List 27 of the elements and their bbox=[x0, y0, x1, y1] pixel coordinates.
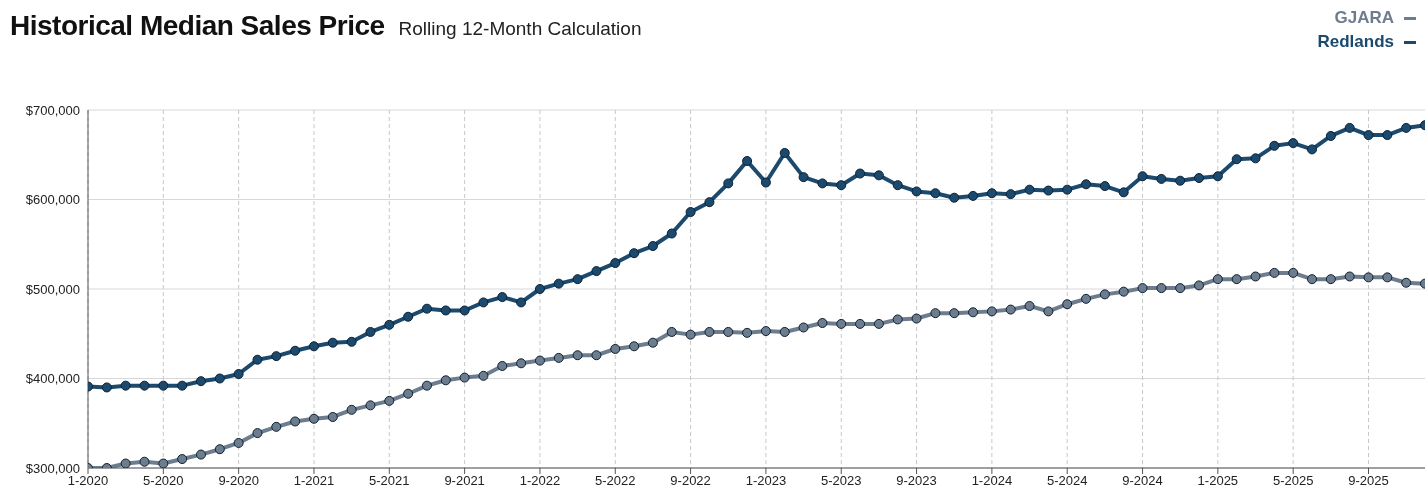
x-tick-label: 5-2021 bbox=[369, 473, 410, 489]
x-tick-label: 9-2023 bbox=[896, 473, 937, 489]
x-tick-label: 5-2025 bbox=[1272, 473, 1314, 489]
x-tick-label: 1-2020 bbox=[67, 473, 109, 489]
x-tick-label: 1-2023 bbox=[745, 473, 787, 489]
x-tick-label: 1-2024 bbox=[971, 473, 1013, 489]
x-tick-label: 1-2021 bbox=[293, 473, 335, 489]
x-tick-label: 9-2022 bbox=[670, 473, 711, 489]
chart-title: Historical Median Sales Price bbox=[10, 10, 385, 42]
legend-label: Redlands bbox=[1317, 32, 1394, 52]
chart-subtitle: Rolling 12-Month Calculation bbox=[398, 18, 642, 40]
x-tick-label: 9-2024 bbox=[1122, 473, 1163, 489]
y-tick-label: $700,000 bbox=[25, 102, 80, 118]
x-tick-label: 5-2022 bbox=[595, 473, 636, 489]
y-tick-label: $600,000 bbox=[25, 192, 80, 208]
y-tick-label: $300,000 bbox=[25, 460, 80, 476]
legend-label: GJARA bbox=[1334, 8, 1394, 28]
x-tick-label: 9-2021 bbox=[444, 473, 485, 489]
x-tick-label: 9-2025 bbox=[1348, 473, 1389, 489]
x-tick-label: 1-2025 bbox=[1197, 473, 1239, 489]
x-tick-label: 9-2020 bbox=[218, 473, 259, 489]
y-tick-label: $500,000 bbox=[25, 281, 80, 297]
x-tick-label: 5-2020 bbox=[143, 473, 184, 489]
x-tick-label: 5-2024 bbox=[1046, 473, 1088, 489]
x-tick-label: 1-2022 bbox=[519, 473, 561, 489]
y-tick-label: $400,000 bbox=[25, 371, 80, 387]
x-tick-label: 5-2023 bbox=[821, 473, 862, 489]
